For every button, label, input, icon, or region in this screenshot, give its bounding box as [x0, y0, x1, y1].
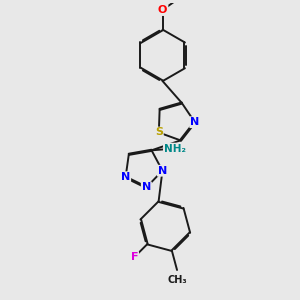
Text: O: O: [158, 5, 167, 15]
Text: NH₂: NH₂: [164, 143, 186, 154]
Text: O: O: [158, 5, 167, 15]
Text: N: N: [142, 182, 151, 192]
Text: N: N: [121, 172, 130, 182]
Text: CH₃: CH₃: [167, 275, 187, 285]
Text: N: N: [190, 117, 200, 127]
Text: F: F: [131, 252, 138, 262]
Text: N: N: [158, 166, 167, 176]
Text: S: S: [155, 128, 163, 137]
